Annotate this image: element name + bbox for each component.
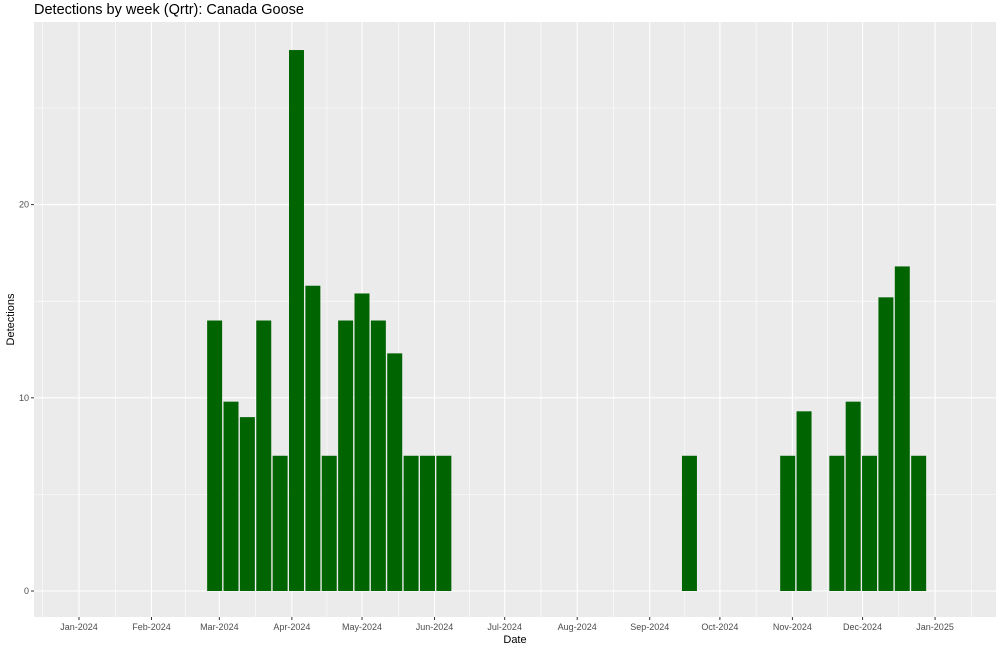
bar (780, 455, 796, 591)
x-tick-label: May-2024 (342, 622, 382, 632)
x-tick-label: Jun-2024 (416, 622, 454, 632)
bar (419, 455, 435, 591)
bar (911, 455, 927, 591)
x-axis-title: Date (503, 634, 526, 646)
bar (321, 455, 337, 591)
bar (289, 50, 304, 592)
x-tick-label: Jul-2024 (487, 622, 522, 632)
y-tick-label: 20 (19, 200, 29, 210)
bar (256, 320, 272, 591)
bar (305, 285, 321, 591)
x-tick-label: Mar-2024 (200, 622, 239, 632)
bar (681, 455, 697, 591)
x-tick-label: Jan-2025 (916, 622, 954, 632)
bar (354, 293, 370, 591)
x-tick-label: Apr-2024 (273, 622, 310, 632)
x-tick-label: Aug-2024 (558, 622, 597, 632)
bar (894, 266, 910, 591)
bar (403, 455, 419, 591)
bar (796, 411, 812, 591)
y-tick-label: 10 (19, 393, 29, 403)
y-axis-title: Detections (5, 293, 17, 345)
chart-title: Detections by week (Qrtr): Canada Goose (34, 2, 304, 18)
bar (829, 455, 845, 591)
bar (370, 320, 386, 591)
y-axis: 0 10 20 (19, 200, 34, 596)
x-tick-label: Nov-2024 (773, 622, 812, 632)
x-tick-label: Dec-2024 (843, 622, 882, 632)
x-tick-label: Sep-2024 (630, 622, 669, 632)
bar (272, 455, 288, 591)
bar (845, 401, 861, 591)
x-axis: Jan-2024 Feb-2024 Mar-2024 Apr-2024 May-2024… (60, 617, 954, 632)
bar (239, 417, 255, 591)
x-tick-label: Jan-2024 (60, 622, 98, 632)
bar (338, 320, 354, 591)
bar (223, 401, 239, 591)
y-tick-label: 0 (24, 586, 29, 596)
bar (878, 297, 894, 591)
bar (862, 455, 878, 591)
bar (207, 320, 223, 591)
bar (436, 455, 452, 591)
x-tick-label: Feb-2024 (132, 622, 171, 632)
bar (387, 353, 403, 591)
bar-layer (207, 50, 927, 592)
x-tick-label: Oct-2024 (701, 622, 738, 632)
